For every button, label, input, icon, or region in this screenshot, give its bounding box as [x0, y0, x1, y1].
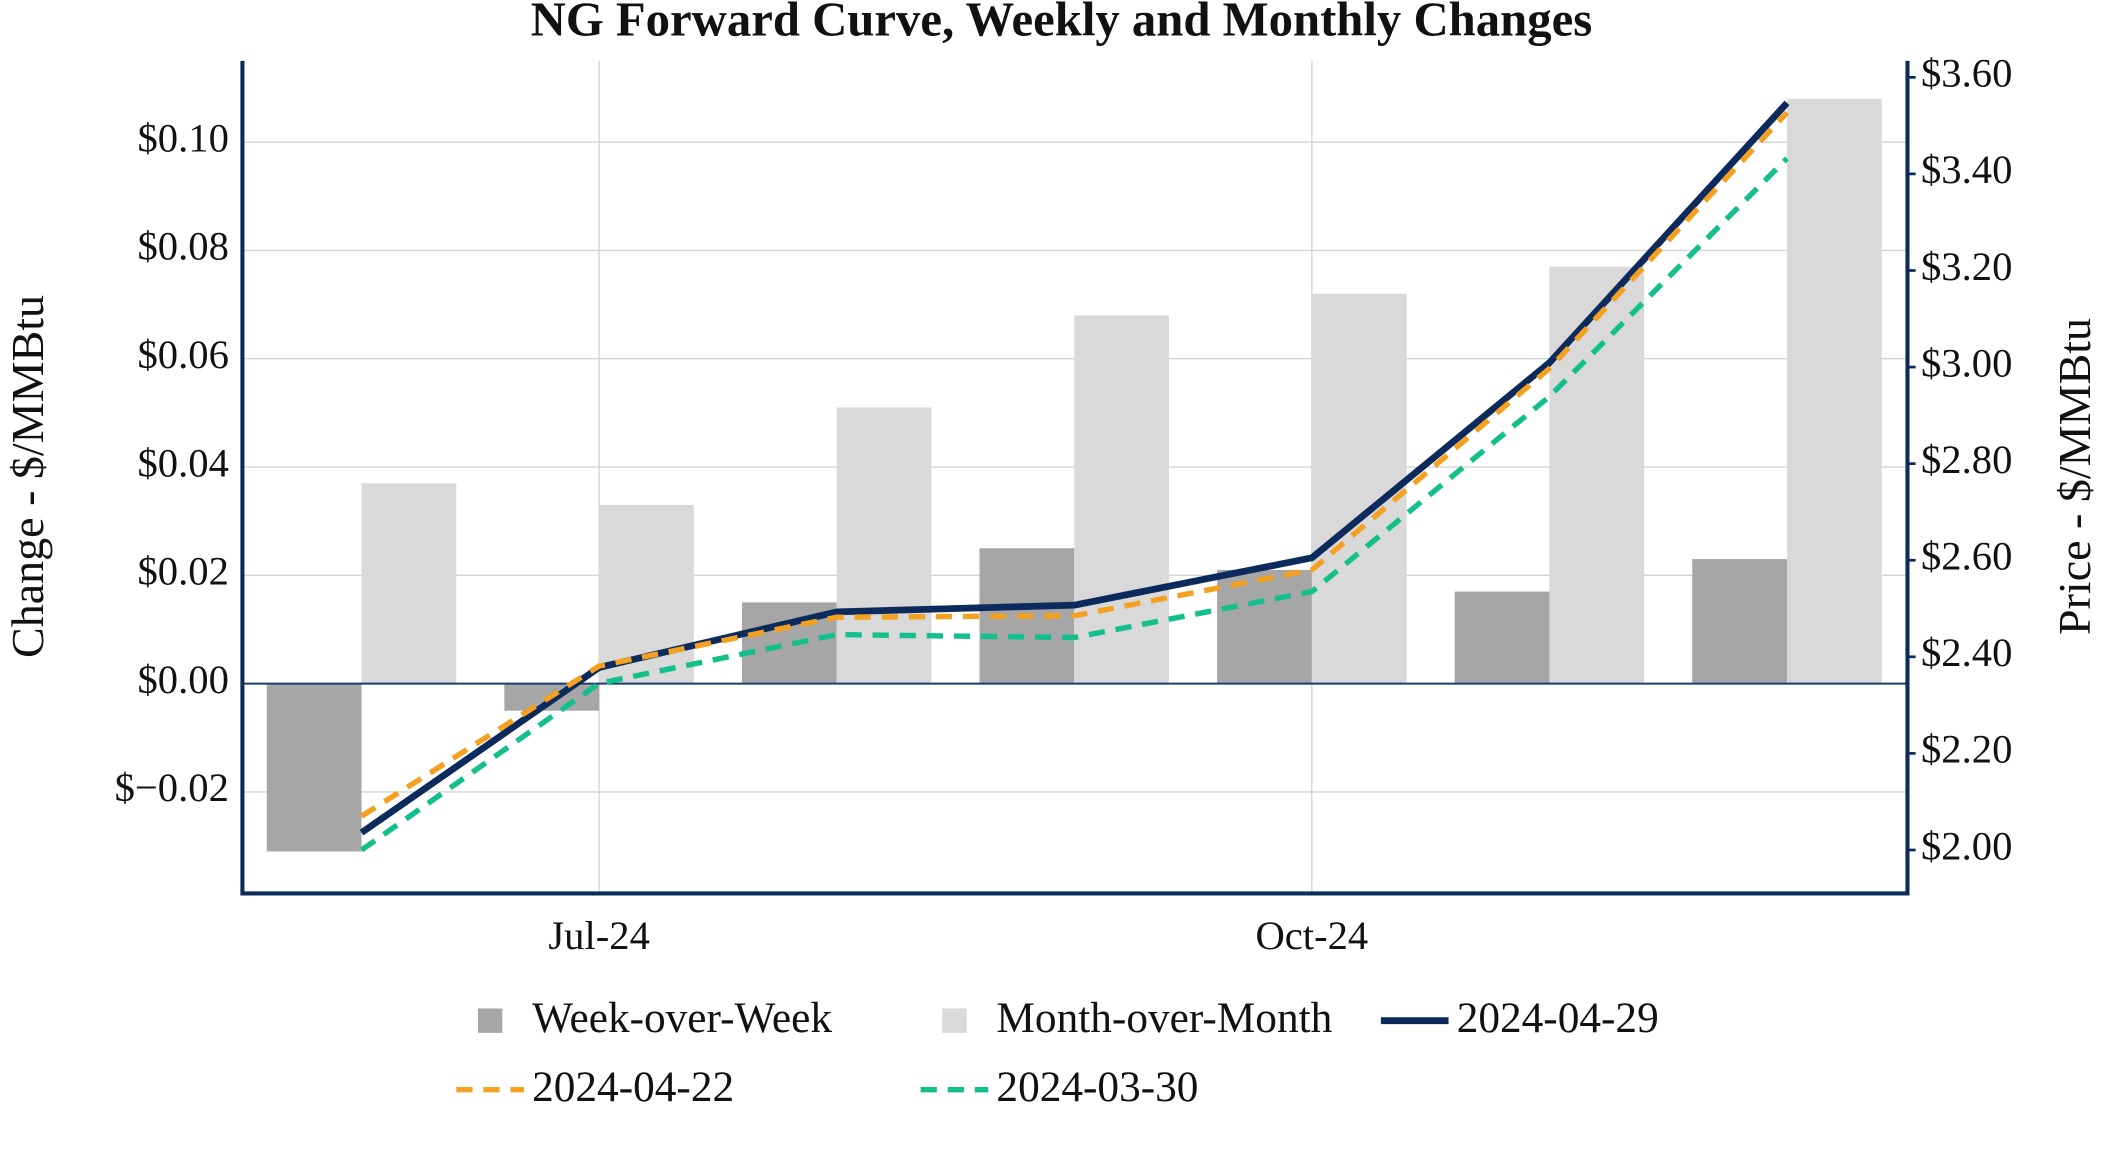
- bar: [836, 407, 932, 684]
- y2-tick-label: $2.00: [1921, 823, 2012, 868]
- y-tick-label: $−0.02: [115, 765, 229, 810]
- y2-tick-label: $3.20: [1921, 244, 2012, 289]
- y-tick-label: $0.04: [138, 440, 229, 485]
- y2-tick-label: $3.60: [1921, 51, 2012, 96]
- bar: [1692, 559, 1787, 684]
- y2-tick-label: $2.80: [1921, 437, 2012, 482]
- legend-label: Week-over-Week: [532, 994, 832, 1042]
- line: [360, 110, 1789, 819]
- legend-swatch: [942, 1008, 967, 1033]
- y2-tick-label: $2.40: [1921, 630, 2012, 675]
- legend-swatch: [477, 1008, 503, 1033]
- y-axis-label: Change - $/MMBtu: [2, 295, 53, 658]
- x-tick-label: Oct-24: [1255, 913, 1368, 958]
- legend-label: Month-over-Month: [996, 994, 1332, 1042]
- bar: [1217, 569, 1312, 684]
- y-tick-label: $0.02: [138, 549, 229, 594]
- bar: [1786, 98, 1882, 684]
- y-tick-label: $0.06: [138, 332, 229, 377]
- legend-label: 2024-04-22: [532, 1063, 734, 1111]
- y-tick-label: $0.08: [138, 224, 229, 269]
- bar: [361, 483, 457, 684]
- y2-tick-label: $2.60: [1921, 534, 2012, 579]
- legend-label: 2024-03-30: [996, 1063, 1198, 1111]
- y2-tick-label: $3.40: [1921, 147, 2012, 192]
- chart-title: NG Forward Curve, Weekly and Monthly Cha…: [531, 0, 1593, 47]
- bar: [266, 683, 362, 852]
- bar: [1549, 266, 1645, 684]
- y2-tick-label: $2.20: [1921, 727, 2012, 772]
- bar: [1454, 591, 1550, 684]
- plot-frame: [240, 60, 1910, 896]
- legend-label: 2024-04-29: [1457, 994, 1659, 1042]
- y2-tick-label: $3.00: [1921, 340, 2012, 385]
- line: [359, 156, 1789, 853]
- x-tick-label: Jul-24: [548, 913, 650, 958]
- y-tick-label: $0.10: [138, 115, 229, 160]
- y-tick-label: $0.00: [138, 657, 229, 702]
- y2-axis-label: Price - $/MMBtu: [2049, 318, 2100, 635]
